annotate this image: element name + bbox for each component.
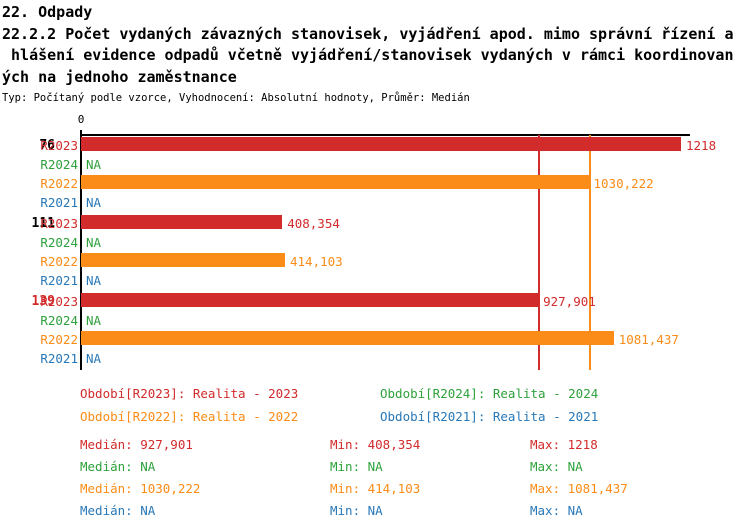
na-value-label: NA bbox=[86, 157, 102, 172]
series-label: R2022 bbox=[40, 332, 78, 347]
series-label: R2023 bbox=[40, 138, 78, 153]
stats-cell: Max: 1081,437 bbox=[530, 481, 628, 496]
indicator-title-line-3: ých na jednoho zaměstnance bbox=[2, 68, 237, 86]
stats-cell: Min: 414,103 bbox=[330, 481, 421, 496]
bar bbox=[81, 137, 681, 151]
bar-value-label: 1218 bbox=[686, 138, 717, 153]
na-value-label: NA bbox=[86, 273, 102, 288]
series-label: R2023 bbox=[40, 294, 78, 309]
bar-value-label: 927,901 bbox=[543, 294, 596, 309]
bar bbox=[81, 293, 539, 307]
stats-cell: Min: 408,354 bbox=[330, 437, 421, 452]
bar-value-label: 1030,222 bbox=[593, 176, 654, 191]
stats-cell: Min: NA bbox=[330, 459, 383, 474]
bar bbox=[81, 253, 285, 267]
series-label: R2024 bbox=[40, 313, 78, 328]
series-label: R2022 bbox=[40, 176, 78, 191]
stats-cell: Max: NA bbox=[530, 459, 583, 474]
na-value-label: NA bbox=[86, 351, 102, 366]
legend-item: Období[R2023]: Realita - 2023 bbox=[80, 386, 299, 401]
report-section-title: 22. Odpady bbox=[2, 3, 93, 21]
legend-item: Období[R2021]: Realita - 2021 bbox=[380, 409, 599, 424]
series-label: R2021 bbox=[40, 195, 78, 210]
series-label: R2024 bbox=[40, 235, 78, 250]
bar-chart: 0 76 R2023 1218 R2024 NA R2022 1030,222 R2021 NA… bbox=[0, 110, 750, 380]
series-label: R2021 bbox=[40, 273, 78, 288]
na-value-label: NA bbox=[86, 195, 102, 210]
bar bbox=[81, 215, 283, 229]
series-label: R2021 bbox=[40, 351, 78, 366]
x-axis-line bbox=[80, 134, 690, 136]
x-axis-zero-label: 0 bbox=[77, 113, 85, 126]
group-label: 139 bbox=[31, 294, 55, 309]
series-label: R2023 bbox=[40, 216, 78, 231]
bar bbox=[81, 331, 614, 345]
median-line bbox=[538, 135, 541, 370]
median-line bbox=[588, 135, 591, 370]
stats-cell: Medián: NA bbox=[80, 503, 156, 518]
group-label: 111 bbox=[31, 216, 55, 231]
indicator-title-line-2: hlášení evidence odpadů včetně vyjádření… bbox=[2, 46, 734, 64]
na-value-label: NA bbox=[86, 313, 102, 328]
indicator-meta-line: Typ: Počítaný podle vzorce, Vyhodnocení:… bbox=[2, 92, 470, 104]
group-label: 76 bbox=[39, 138, 55, 153]
stats-cell: Medián: 1030,222 bbox=[80, 481, 201, 496]
bar-value-label: 408,354 bbox=[287, 216, 340, 231]
legend-item: Období[R2024]: Realita - 2024 bbox=[380, 386, 599, 401]
series-label: R2024 bbox=[40, 157, 78, 172]
series-label: R2022 bbox=[40, 254, 78, 269]
stats-cell: Min: NA bbox=[330, 503, 383, 518]
bar-value-label: 1081,437 bbox=[618, 332, 679, 347]
bar-value-label: 414,103 bbox=[290, 254, 343, 269]
bar bbox=[81, 175, 589, 189]
stats-cell: Medián: NA bbox=[80, 459, 156, 474]
na-value-label: NA bbox=[86, 235, 102, 250]
legend-item: Období[R2022]: Realita - 2022 bbox=[80, 409, 299, 424]
indicator-title-line-1: 22.2.2 Počet vydaných závazných stanovis… bbox=[2, 25, 734, 43]
y-axis-line bbox=[80, 130, 82, 370]
stats-cell: Max: 1218 bbox=[530, 437, 598, 452]
stats-cell: Medián: 927,901 bbox=[80, 437, 193, 452]
stats-cell: Max: NA bbox=[530, 503, 583, 518]
